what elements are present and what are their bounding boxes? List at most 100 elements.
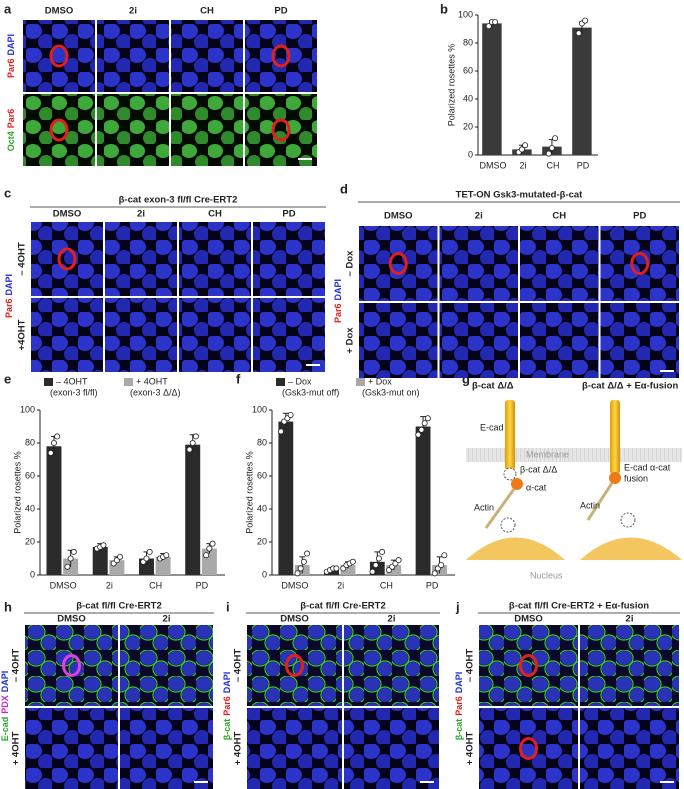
polarity-signal [271,118,291,142]
polarity-signal [388,252,408,275]
stain: DAPI [0,671,10,693]
y-tick-label: 0 [468,149,473,159]
data-point [70,548,77,555]
panel-title: β-cat exon-3 fl/fl Cre-ERT2 [119,195,238,206]
micrograph [359,303,438,378]
data-point [64,563,71,570]
row-label: – Dox [345,250,356,277]
micrograph [97,94,169,166]
label: Actin [580,500,600,510]
micrograph [245,94,317,166]
polarity-signal [285,654,304,677]
column-label: DMSO [280,614,309,625]
legend-detail: (Gsk3-mut off) [282,387,339,397]
polarity-signal [57,247,77,271]
legend-swatch [124,378,133,386]
micrograph [479,625,578,706]
column-label: 2i [388,614,396,625]
stain: DAPI [454,672,464,694]
stain-label: Par6 DAPI [333,279,343,323]
y-tick-label: 100 [252,404,267,414]
legend-detail: (exon-3 Δ/Δ) [130,387,181,397]
data-point [189,439,196,446]
column-label: CH [552,211,566,222]
data-point [395,557,402,564]
data-point [492,18,499,25]
micrograph [520,226,599,301]
data-point [485,23,492,30]
legend-detail: (Gsk3-mut on) [362,387,420,397]
data-point [47,449,54,456]
micrograph [600,303,679,378]
x-tick-label: PD [577,160,590,170]
row-label: + 4OHT [11,732,22,766]
bar [92,546,108,575]
micrograph [105,298,177,372]
stain: DAPI [222,672,232,694]
bcat-circle [503,467,517,481]
micrograph [97,20,169,92]
column-label: CH [200,6,214,17]
diagram-title: β-cat Δ/Δ [472,381,514,392]
stain: β-cat [222,719,232,741]
column-label: CH [208,209,222,220]
column-label: 2i [475,211,483,222]
micrograph [245,20,317,92]
row-label: + Dox [345,327,356,354]
label: E-cad α-cat [624,462,671,472]
row-label: – 4OHT [11,649,22,682]
column-label: 2i [163,614,171,625]
micrograph [23,20,95,92]
stain: Par6 [333,303,343,323]
polarity-signal [49,44,69,68]
row-label: +4OHT [17,319,28,350]
row-label: + 4OHT [465,732,476,766]
stain-label: Oct4 Par6 [6,109,16,152]
label: fusion [624,473,648,483]
stain: Oct4 [6,131,16,151]
panel-label: c [4,185,11,200]
legend-label: – 4OHT [56,376,88,386]
label: α-cat [526,482,547,492]
data-point [206,545,213,552]
bar [572,27,592,156]
y-tick-label: 60 [25,470,35,480]
data-point [67,555,74,562]
data-point [333,565,340,572]
panel-title: β-cat fl/fl Cre-ERT2 + Eα-fusion [509,601,649,612]
data-point [522,142,529,149]
micrograph [359,226,438,301]
stain: DAPI [6,34,16,56]
y-tick-label: 80 [463,37,473,47]
x-tick-label: 2i [337,580,344,590]
micrograph [171,94,243,166]
data-point [278,428,285,435]
y-tick-label: 0 [262,569,267,579]
y-tick-label: 20 [257,536,267,546]
micrograph [23,94,95,166]
y-tick-label: 40 [257,503,267,513]
data-point [146,548,153,555]
panel-title: TET-ON Gsk3-mutated-β-cat [456,190,584,201]
stain-label: β-cat Par6 DAPI [454,672,464,741]
y-tick-label: 40 [25,503,35,513]
nucleus [466,537,565,560]
bar [185,444,201,575]
label: Actin [474,502,494,512]
data-point [369,568,376,575]
micrograph [120,625,213,706]
fusion-rod [610,400,620,474]
data-point [349,558,356,565]
bar [46,446,62,575]
stain-label: β-cat Par6 DAPI [222,672,232,741]
data-point [518,146,525,153]
column-label: DMSO [514,614,543,625]
data-point [418,426,425,433]
bar [482,23,502,156]
column-label: DMSO [57,614,86,625]
stain: Par6 [4,298,14,318]
label: E-cad [480,422,504,432]
data-point [203,552,210,559]
x-tick-label: DMSO [281,580,308,590]
x-tick-label: 2i [106,580,113,590]
